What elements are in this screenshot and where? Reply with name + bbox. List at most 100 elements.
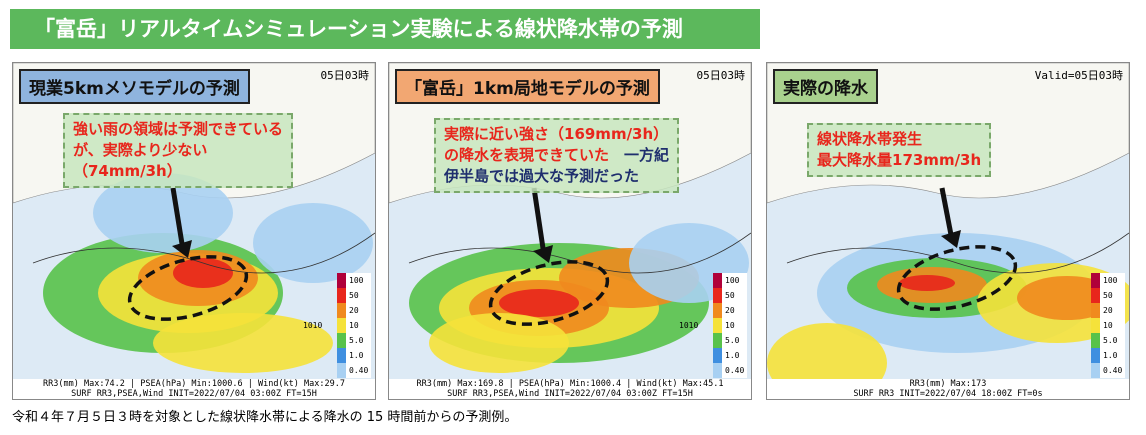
colorbar-swatch [337, 333, 346, 348]
callout-text: が、実際より少ない [73, 141, 208, 159]
colorbar-label: 20 [1103, 306, 1113, 315]
callout-text: 実際に近い強さ（169mm/3h） [444, 125, 669, 143]
colorbar-label: 50 [725, 291, 735, 300]
colorbar-swatch [713, 363, 722, 378]
colorbar-swatch [1091, 333, 1100, 348]
colorbar-label: 100 [725, 276, 740, 285]
rain-area [767, 323, 887, 379]
colorbar-row: 10 [337, 318, 371, 333]
rain-area [173, 258, 233, 288]
callout-line: 伊半島では過大な予測だった [444, 166, 669, 187]
colorbar-row: 100 [1091, 273, 1125, 288]
colorbar-label: 1.0 [725, 351, 740, 360]
panel-label: 「富岳」1km局地モデルの予測 [395, 69, 660, 104]
callout-text: 強い雨の領域は予測できている [73, 120, 284, 138]
callout-line: 最大降水量173mm/3h [817, 150, 981, 171]
callout-text: の降水を表現できていた [444, 146, 610, 164]
rain-area [499, 289, 579, 317]
colorbar-row: 100 [713, 273, 747, 288]
colorbar-row: 100 [337, 273, 371, 288]
colorbar-swatch [1091, 288, 1100, 303]
colorbar-row: 1.0 [337, 348, 371, 363]
colorbar-swatch [337, 363, 346, 378]
colorbar-label: 20 [725, 306, 735, 315]
map [767, 63, 1129, 379]
colorbar: 100 50 20 10 5.0 1.0 0.40 [337, 273, 371, 378]
arrow-head [172, 240, 192, 258]
colorbar-label: 5.0 [1103, 336, 1118, 345]
colorbar-label: 50 [1103, 291, 1113, 300]
colorbar-row: 5.0 [713, 333, 747, 348]
colorbar-row: 20 [1091, 303, 1125, 318]
valid-time: 05日03時 [696, 69, 746, 82]
callout-text: （74mm/3h） [73, 162, 182, 180]
colorbar-label: 100 [1103, 276, 1118, 285]
colorbar-row: 1.0 [713, 348, 747, 363]
rain-area [253, 203, 373, 283]
callout-line: の降水を表現できていた 一方紀 [444, 145, 669, 166]
colorbar-swatch [337, 348, 346, 363]
arrow-head [533, 245, 553, 263]
colorbar-swatch [713, 303, 722, 318]
callout: 実際に近い強さ（169mm/3h） の降水を表現できていた 一方紀 伊半島では過大な… [434, 118, 680, 193]
callout-text: 最大降水量173mm/3h [817, 151, 982, 169]
colorbar-row: 10 [1091, 318, 1125, 333]
isobar-label: 1010 [679, 321, 699, 330]
colorbar-swatch [1091, 318, 1100, 333]
colorbar-label: 0.40 [349, 366, 369, 375]
colorbar-label: 5.0 [725, 336, 740, 345]
footer-text: RR3(mm) Max:173 [909, 379, 987, 389]
rain-area [93, 173, 233, 253]
colorbar: 100 50 20 10 5.0 1.0 0.40 [1091, 273, 1125, 378]
colorbar-row: 0.40 [337, 363, 371, 378]
coastline [786, 232, 1129, 274]
callout-line: 実際に近い強さ（169mm/3h） [444, 124, 669, 145]
panel-label: 現業5kmメソモデルの予測 [19, 69, 250, 104]
map [13, 63, 375, 379]
map-panel: 実際の降水 Valid=05日03時 線状降水帯発生 最大降水量173mm/3h 100… [766, 62, 1130, 400]
focus-ring [896, 245, 1018, 311]
colorbar-label: 100 [349, 276, 364, 285]
colorbar-swatch [1091, 363, 1100, 378]
colorbar-label: 10 [1103, 321, 1113, 330]
footer-text: SURF RR3,PSEA,Wind INIT=2022/07/04 03:00… [71, 389, 317, 399]
colorbar-swatch [713, 318, 722, 333]
callout-line: が、実際より少ない [73, 140, 283, 161]
coastline [32, 232, 375, 274]
focus-ring [488, 260, 610, 326]
colorbar-row: 5.0 [1091, 333, 1125, 348]
colorbar-row: 0.40 [713, 363, 747, 378]
callout: 強い雨の領域は予測できている が、実際より少ない （74mm/3h） [63, 113, 294, 188]
colorbar-row: 10 [713, 318, 747, 333]
map [389, 63, 751, 379]
callout-text: 一方紀 [609, 146, 670, 164]
colorbar-swatch [713, 288, 722, 303]
colorbar-swatch [337, 288, 346, 303]
callout-text: 伊半島では過大な予測だった [444, 167, 640, 185]
colorbar-swatch [713, 333, 722, 348]
colorbar-swatch [1091, 273, 1100, 288]
colorbar-swatch [1091, 303, 1100, 318]
footer-text: RR3(mm) Max:169.8 | PSEA(hPa) Min:1000.4… [416, 379, 724, 389]
colorbar-swatch [337, 273, 346, 288]
colorbar-swatch [337, 303, 346, 318]
focus-ring [127, 255, 249, 321]
colorbar-label: 1.0 [349, 351, 364, 360]
colorbar-label: 50 [349, 291, 359, 300]
arrow [531, 187, 547, 256]
rain-area [899, 275, 955, 291]
colorbar: 100 50 20 10 5.0 1.0 0.40 [713, 273, 747, 378]
caption: 令和４年７月５日３時を対象とした線状降水帯による降水の 15 時間前からの予測例… [12, 410, 518, 425]
valid-time: Valid=05日03時 [1034, 69, 1123, 82]
colorbar-swatch [337, 318, 346, 333]
title-bar: 「富岳」リアルタイムシミュレーション実験による線状降水帯の予測 [10, 9, 760, 49]
colorbar-row: 1.0 [1091, 348, 1125, 363]
colorbar-row: 20 [337, 303, 371, 318]
map-panel: 現業5kmメソモデルの予測 05日03時 強い雨の領域は予測できている が、実際より少… [12, 62, 376, 400]
arrow-head [941, 230, 961, 248]
colorbar-label: 20 [349, 306, 359, 315]
map-panel: 「富岳」1km局地モデルの予測 05日03時実際に近い強さ（169mm/3h） の降… [388, 62, 752, 400]
footer-text: SURF RR3,PSEA,Wind INIT=2022/07/04 03:00… [447, 389, 693, 399]
colorbar-row: 50 [337, 288, 371, 303]
